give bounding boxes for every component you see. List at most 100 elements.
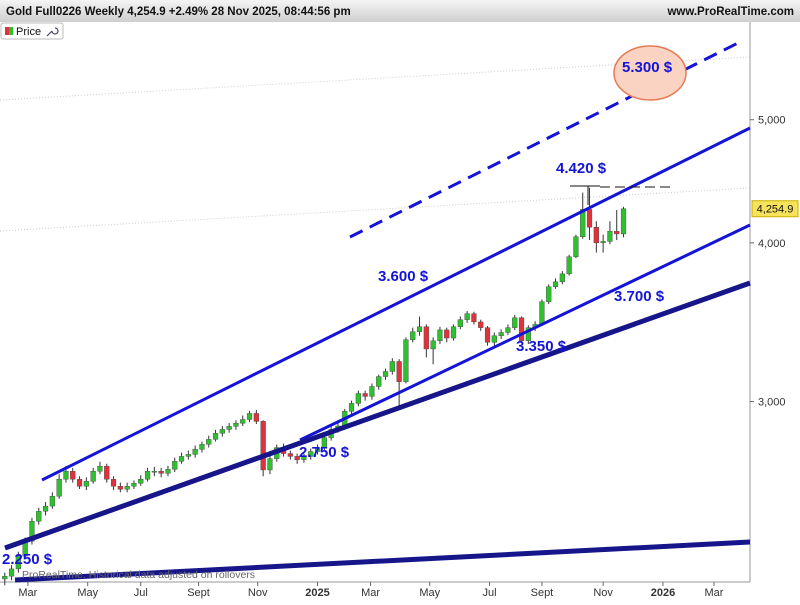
candle-body — [525, 327, 531, 341]
candle-body — [546, 286, 552, 302]
candle-body — [144, 471, 151, 480]
candle-body — [76, 479, 83, 487]
candle-body — [593, 226, 599, 244]
candle-body — [240, 419, 246, 424]
x-tick-label: 2026 — [651, 587, 675, 599]
candle-body — [457, 319, 463, 327]
candle-body — [607, 231, 613, 242]
candle-body — [444, 329, 450, 339]
candle-body — [478, 321, 484, 328]
candle-body — [484, 327, 491, 343]
candle-body — [301, 456, 307, 460]
trend-line-thick — [4, 280, 751, 551]
candle-body — [206, 439, 212, 445]
candle-body — [151, 471, 157, 473]
candle-body — [172, 461, 178, 470]
candle-body — [56, 479, 62, 497]
candle-body — [165, 469, 171, 474]
candle-body — [518, 317, 525, 341]
candle-body — [70, 471, 76, 480]
candle-body — [185, 454, 191, 457]
candle-body — [355, 393, 361, 404]
candle-body — [42, 505, 49, 512]
candle-body — [403, 339, 409, 382]
candle-body — [348, 403, 355, 412]
candle-body — [410, 331, 416, 340]
annotation: 2.250 $ — [2, 551, 53, 568]
candle-body — [178, 456, 185, 462]
candle-body — [29, 521, 35, 542]
candle-body — [158, 471, 164, 474]
x-tick-label: Mar — [704, 587, 723, 599]
legend-icon — [5, 27, 9, 35]
candle-body — [512, 317, 518, 328]
legend-icon — [9, 27, 13, 35]
x-tick-label: May — [77, 587, 98, 599]
candle-body — [192, 449, 198, 455]
source: www.ProRealTime.com — [666, 6, 794, 18]
footer-note: ProRealTime. Historical data adjusted on… — [22, 569, 255, 581]
candle-body — [505, 327, 511, 333]
x-tick-label: Nov — [593, 587, 613, 599]
candle-body — [233, 423, 239, 427]
candle-body — [586, 209, 593, 228]
candle-body — [416, 326, 423, 332]
annotation: 2.750 $ — [299, 444, 350, 461]
candle-body — [212, 433, 219, 440]
price-tag — [751, 200, 799, 218]
candle-body — [539, 301, 545, 325]
candle-body — [246, 413, 253, 420]
y-tick-label: 5,000 — [758, 115, 786, 127]
candle-body — [396, 361, 402, 382]
trend-line — [299, 223, 751, 442]
candle-body — [90, 471, 96, 482]
candle-body — [552, 281, 559, 287]
candle-body — [491, 335, 497, 343]
candle-body — [97, 466, 103, 472]
x-tick-label: May — [419, 587, 440, 599]
candle-body — [2, 575, 8, 580]
candle-body — [471, 313, 477, 323]
x-tick-label: Mar — [361, 587, 380, 599]
candle-body — [308, 451, 314, 457]
candle-body — [580, 209, 586, 237]
candle-body — [226, 426, 232, 430]
candle-body — [566, 256, 572, 275]
candle-body — [382, 371, 389, 377]
candle-body — [104, 466, 110, 480]
guide-line — [0, 56, 751, 101]
annotation: 3.600 $ — [378, 268, 429, 285]
candle-body — [63, 471, 69, 480]
candle-body — [498, 332, 504, 336]
candle-body — [287, 453, 293, 457]
legend-label: Price — [16, 26, 41, 38]
candle-body — [437, 329, 443, 342]
price-tag-label: 4,254.9 — [757, 204, 794, 216]
candle-body — [573, 236, 579, 257]
settings-icon[interactable] — [46, 27, 59, 37]
candle-body — [314, 447, 321, 452]
candle-body — [559, 273, 565, 283]
y-tick-label: 4,000 — [758, 238, 786, 250]
x-tick-label: Jul — [134, 587, 148, 599]
candle-body — [260, 421, 266, 471]
candle-body — [36, 511, 42, 522]
candle-body — [369, 386, 375, 397]
candle-body — [267, 458, 273, 471]
guide-line — [0, 187, 751, 232]
candle-body — [253, 413, 259, 422]
candle-body — [124, 486, 130, 490]
annotation: 4.420 $ — [556, 160, 607, 177]
x-tick-label: Sept — [187, 587, 210, 599]
candle-body — [620, 208, 627, 235]
x-tick-label: 2025 — [305, 587, 329, 599]
candle-body — [131, 483, 137, 487]
candle-body — [464, 313, 470, 320]
candle-body — [49, 495, 55, 507]
candle-body — [199, 444, 205, 450]
candle-body — [450, 326, 457, 339]
chart-title: Gold Full0226 Weekly 4,254.9 +2.49% 28 N… — [6, 6, 351, 18]
candle-body — [362, 393, 368, 397]
